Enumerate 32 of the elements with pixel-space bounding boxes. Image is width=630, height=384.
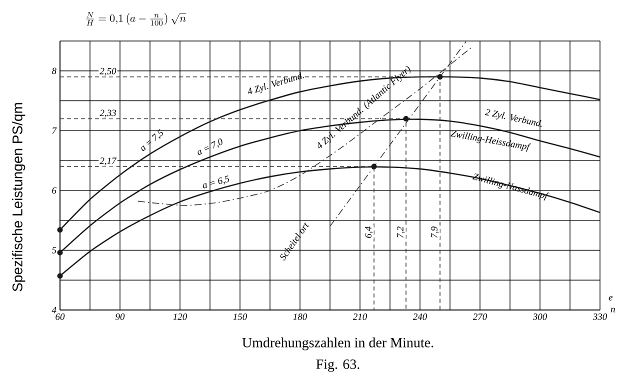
annotation: 2 Zyl. Verbund. [484, 109, 542, 127]
annotation: 7,2 [397, 226, 405, 238]
annotation: 6,4 [365, 226, 373, 238]
annotation: 4 Zyl. Verbund. [248, 72, 304, 94]
y-axis-title: Spezifische Leistungen PS/qm [12, 103, 26, 292]
annotation: a = 6,5 [202, 175, 230, 188]
x-tick-label: 120 [173, 314, 187, 320]
text: n [610, 308, 615, 312]
x-tick-label: 150 [233, 314, 247, 320]
chart-title: $\frac{N}{H} = 0{,}1\left(a - \frac{n}{100}\right)\sqrt{n}$ [86, 12, 186, 26]
x-tick-label: 270 [472, 314, 488, 320]
annotation: 7,9 [431, 226, 439, 238]
y-tick-label: 6 [52, 187, 56, 194]
x-axis-title: Umdrehungszahlen in der Minute. [242, 338, 434, 350]
annotation: a = 7,5 [141, 129, 163, 151]
text: e [608, 296, 613, 300]
y-tick-label: 5 [52, 247, 56, 254]
x-tick-label: 210 [352, 314, 368, 320]
y-tick-label: 7 [52, 128, 57, 134]
x-tick-label: 60 [56, 314, 65, 320]
annotation: 2,50 [100, 68, 116, 76]
x-tick-label: 90 [116, 314, 125, 320]
y-tick-label: 8 [52, 68, 56, 74]
x-tick-label: 330 [592, 314, 608, 320]
annotation: a = 7,0 [198, 138, 222, 156]
y-tick-label: 4 [52, 306, 56, 314]
annotation: 2,17 [100, 158, 117, 166]
x-tick-label: 240 [412, 314, 428, 320]
annotation: 2,33 [100, 110, 116, 118]
x-tick-label: 300 [532, 314, 548, 320]
x-tick-label: 180 [293, 314, 307, 320]
caption: Fig. 63. [316, 360, 360, 372]
